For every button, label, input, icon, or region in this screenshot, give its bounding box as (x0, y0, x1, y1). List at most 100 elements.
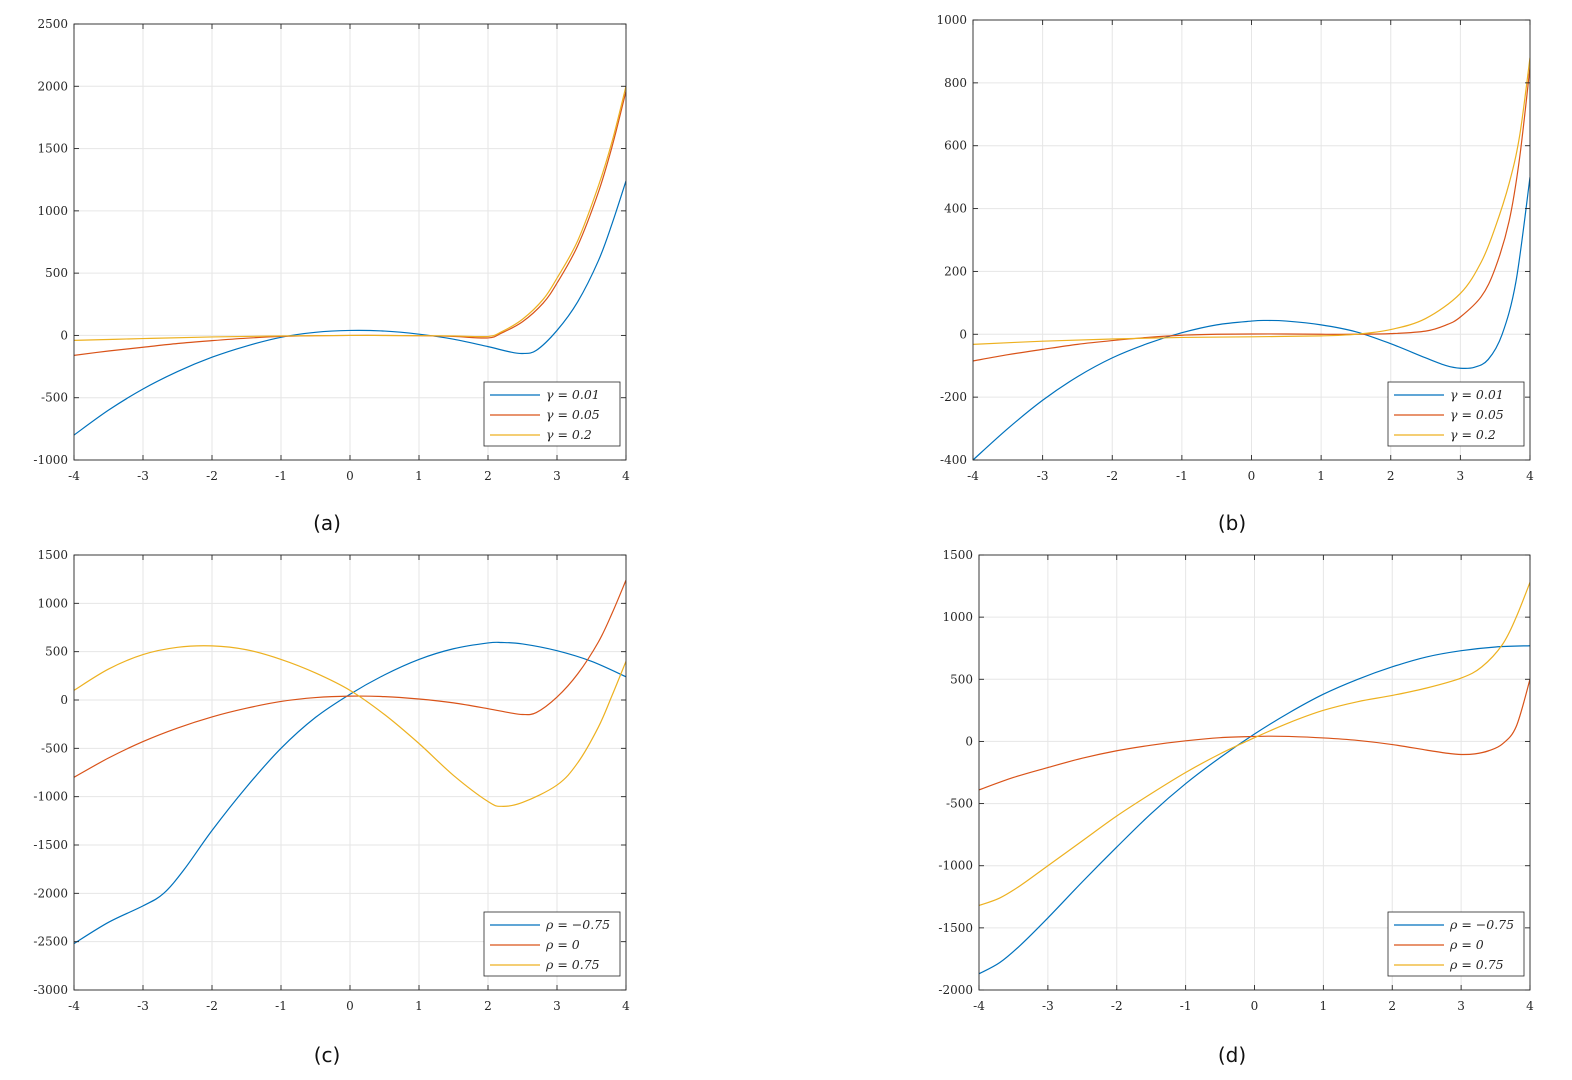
legend-label: ρ = 0.75 (545, 957, 600, 972)
x-tick-label: -4 (967, 469, 979, 483)
x-tick-label: 3 (553, 469, 561, 483)
chart-panel-d: -4 -3 -2 -1 0 1 2 3 4 -2000 -1500 -1000 -500 0 500 1000… (938, 548, 1534, 1067)
legend-label: γ = 0.05 (546, 407, 600, 422)
x-tick-label: -2 (206, 469, 218, 483)
legend: γ = 0.01 γ = 0.05 γ = 0.2 (483, 381, 621, 447)
x-tick-label: 3 (1457, 469, 1465, 483)
x-tick-label: -2 (1111, 999, 1123, 1013)
series-line-1 (973, 177, 1530, 460)
x-tick-label: -4 (68, 469, 80, 483)
y-tick-label: 1000 (37, 204, 68, 218)
y-tick-label: 1500 (942, 548, 973, 562)
x-tick-label: 3 (1457, 999, 1465, 1013)
series-line-3 (979, 582, 1530, 907)
y-tick-label: -1000 (938, 859, 973, 873)
chart-panel-b: -4 -3 -2 -1 0 1 2 3 4 -400 -200 0 200 400 600 800 1000 γ … (936, 13, 1534, 535)
y-tick-label: -500 (41, 391, 68, 405)
series-group (74, 86, 626, 436)
x-tick-label: 4 (622, 469, 630, 483)
series-line-1 (74, 180, 626, 436)
x-tick-label: 1 (415, 999, 423, 1013)
series-group (74, 579, 626, 945)
x-tick-label: 0 (346, 999, 354, 1013)
x-tick-label: 1 (1317, 469, 1325, 483)
y-tick-label: 200 (944, 264, 967, 278)
x-tick-label: -2 (1106, 469, 1118, 483)
y-tick-label: -400 (940, 453, 967, 467)
x-tick-label: 3 (553, 999, 561, 1013)
legend: ρ = −0.75 ρ = 0 ρ = 0.75 (1387, 911, 1525, 977)
legend-label: γ = 0.01 (1450, 387, 1504, 402)
y-tick-label: 800 (944, 76, 967, 90)
legend-label: ρ = 0 (545, 937, 580, 952)
x-tick-label: -1 (1176, 469, 1188, 483)
x-tick-label: 4 (1526, 999, 1534, 1013)
legend: ρ = −0.75 ρ = 0 ρ = 0.75 (483, 911, 621, 977)
y-tick-label: -500 (41, 741, 68, 755)
y-tick-label: 500 (45, 266, 68, 280)
x-tick-label: 2 (484, 469, 492, 483)
x-tick-label: 1 (415, 469, 423, 483)
x-tick-label: 1 (1320, 999, 1328, 1013)
series-line-3 (973, 57, 1530, 345)
y-tick-label: 1000 (942, 610, 973, 624)
x-tick-label: -1 (1180, 999, 1192, 1013)
legend-label: γ = 0.2 (1450, 427, 1496, 442)
legend: γ = 0.01 γ = 0.05 γ = 0.2 (1387, 381, 1525, 447)
panel-caption: (b) (1218, 511, 1246, 535)
y-tick-label: 500 (45, 645, 68, 659)
panel-caption: (d) (1218, 1043, 1246, 1067)
y-tick-label: -1000 (33, 790, 68, 804)
chart-panel-a: -4 -3 -2 -1 0 1 2 3 4 -1000 -500 0 500 1000 1500 2000 25… (33, 17, 630, 535)
y-tick-label: -1500 (33, 838, 68, 852)
x-tick-label: -1 (275, 469, 287, 483)
y-tick-label: 1000 (37, 596, 68, 610)
x-tick-label: -3 (1042, 999, 1054, 1013)
y-tick-label: 1000 (936, 13, 967, 27)
y-tick-label: 500 (950, 672, 973, 686)
series-group (979, 582, 1530, 975)
x-tick-label: 2 (1387, 469, 1395, 483)
x-tick-label: 2 (1388, 999, 1396, 1013)
y-tick-label: 0 (60, 328, 68, 342)
panel-caption: (a) (313, 511, 341, 535)
y-tick-label: -1500 (938, 921, 973, 935)
x-tick-label: 2 (484, 999, 492, 1013)
y-tick-label: -2000 (938, 983, 973, 997)
y-tick-label: -500 (946, 797, 973, 811)
legend-label: γ = 0.2 (546, 427, 592, 442)
series-line-2 (74, 579, 626, 778)
x-tick-label: -4 (68, 999, 80, 1013)
x-tick-label: 0 (1251, 999, 1259, 1013)
y-tick-label: 0 (60, 693, 68, 707)
legend-label: ρ = 0 (1449, 937, 1484, 952)
y-tick-label: -3000 (33, 983, 68, 997)
x-tick-label: -3 (1037, 469, 1049, 483)
x-tick-label: 4 (622, 999, 630, 1013)
legend-label: γ = 0.01 (546, 387, 600, 402)
y-tick-label: -2000 (33, 886, 68, 900)
x-tick-label: -1 (275, 999, 287, 1013)
x-tick-label: -2 (206, 999, 218, 1013)
y-tick-label: -2500 (33, 935, 68, 949)
y-tick-label: 0 (959, 327, 967, 341)
y-tick-label: -200 (940, 390, 967, 404)
x-tick-label: -3 (137, 469, 149, 483)
legend-label: ρ = −0.75 (1449, 917, 1514, 932)
x-tick-label: 4 (1526, 469, 1534, 483)
series-line-2 (979, 679, 1530, 791)
x-tick-label: 0 (1248, 469, 1256, 483)
panel-caption: (c) (314, 1043, 341, 1067)
y-tick-label: 2000 (37, 79, 68, 93)
chart-panel-c: -4 -3 -2 -1 0 1 2 3 4 -3000 -2500 -2000 -1500 -1000 -5… (33, 548, 630, 1067)
x-tick-label: -3 (137, 999, 149, 1013)
y-tick-label: 0 (965, 734, 973, 748)
x-tick-label: -4 (973, 999, 985, 1013)
legend-label: γ = 0.05 (1450, 407, 1504, 422)
y-tick-label: 1500 (37, 142, 68, 156)
y-tick-label: 1500 (37, 548, 68, 562)
x-tick-label: 0 (346, 469, 354, 483)
series-line-2 (973, 67, 1530, 362)
y-tick-label: 2500 (37, 17, 68, 31)
